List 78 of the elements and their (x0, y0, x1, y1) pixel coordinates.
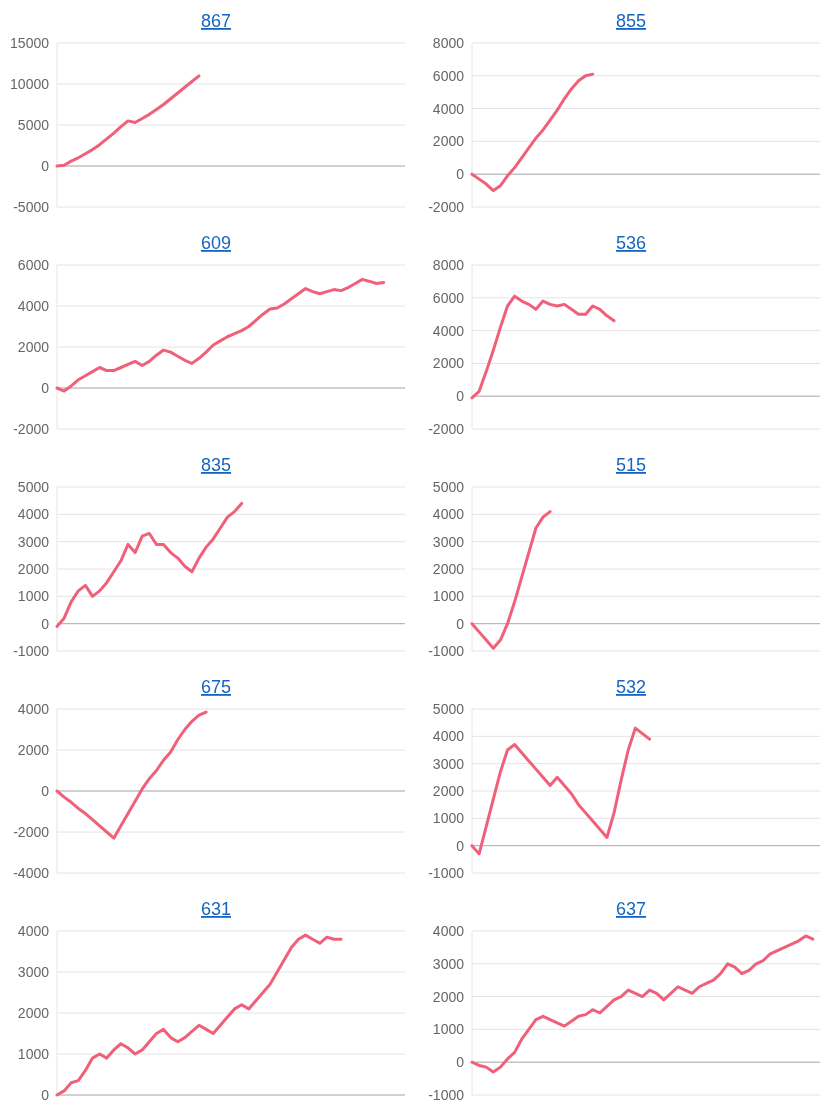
y-tick-label: -2000 (13, 823, 50, 840)
line-series (470, 934, 815, 1074)
y-tick-label: 2000 (432, 133, 465, 150)
y-tick-label: -1000 (428, 642, 465, 659)
chart-title: 515 (615, 455, 647, 475)
y-tick-label: 6000 (17, 256, 50, 273)
y-tick-label: 5000 (17, 116, 50, 133)
chart-title: 855 (615, 11, 647, 31)
y-tick-label: 4000 (432, 506, 465, 523)
y-tick-label: 6000 (432, 67, 465, 84)
y-tick-label: 2000 (432, 782, 465, 799)
y-tick-label: 2000 (432, 355, 465, 372)
chart-title: 609 (200, 233, 232, 253)
line-series (470, 510, 552, 650)
chart-title: 631 (200, 899, 232, 919)
line-series (470, 294, 616, 400)
y-tick-label: 8000 (432, 256, 465, 273)
y-tick-label: 0 (456, 166, 465, 183)
y-tick-label: 4000 (432, 100, 465, 117)
y-tick-label: 0 (41, 379, 50, 396)
y-tick-label: 3000 (17, 533, 50, 550)
y-tick-label: -2000 (428, 198, 465, 215)
y-tick-label: 15000 (10, 34, 50, 51)
y-tick-label: 4000 (17, 506, 50, 523)
line-series (55, 501, 244, 628)
y-tick-label: 4000 (432, 728, 465, 745)
line-series (55, 277, 386, 393)
chart-title: 536 (615, 233, 647, 253)
y-tick-label: 6000 (432, 289, 465, 306)
y-tick-label: 4000 (17, 700, 50, 717)
y-tick-label: 0 (456, 615, 465, 632)
y-tick-label: 2000 (432, 988, 465, 1005)
y-tick-label: 1000 (432, 810, 465, 827)
y-tick-label: 1000 (17, 1045, 50, 1062)
y-tick-label: 1000 (432, 588, 465, 605)
line-series (470, 72, 595, 193)
y-tick-label: 4000 (432, 922, 465, 939)
y-tick-label: -5000 (13, 198, 50, 215)
y-tick-label: -2000 (428, 420, 465, 437)
y-tick-label: 1000 (17, 588, 50, 605)
y-tick-label: -1000 (13, 642, 50, 659)
line-series (55, 710, 208, 840)
chart-title: 675 (200, 677, 232, 697)
y-tick-label: -1000 (428, 1086, 465, 1103)
y-tick-label: 4000 (432, 322, 465, 339)
chart-title: 867 (200, 11, 232, 31)
line-series (55, 74, 201, 168)
y-tick-label: -4000 (13, 864, 50, 881)
y-tick-label: 10000 (10, 75, 50, 92)
y-tick-label: 2000 (432, 560, 465, 577)
y-tick-label: -1000 (428, 864, 465, 881)
y-tick-label: 3000 (17, 963, 50, 980)
y-tick-label: 3000 (432, 533, 465, 550)
y-tick-label: 2000 (17, 1004, 50, 1021)
y-tick-label: 0 (456, 837, 465, 854)
y-tick-label: 8000 (432, 34, 465, 51)
y-tick-label: 0 (456, 1054, 465, 1071)
chart-title: 532 (615, 677, 647, 697)
line-series (470, 726, 652, 856)
y-tick-label: 3000 (432, 955, 465, 972)
y-tick-label: 5000 (17, 478, 50, 495)
y-tick-label: -2000 (13, 420, 50, 437)
y-tick-label: 0 (41, 157, 50, 174)
chart-title: 835 (200, 455, 232, 475)
y-tick-label: 0 (41, 615, 50, 632)
y-tick-label: 2000 (17, 560, 50, 577)
y-tick-label: 0 (41, 782, 50, 799)
y-tick-label: 5000 (432, 478, 465, 495)
y-tick-label: 4000 (17, 922, 50, 939)
y-tick-label: 3000 (432, 755, 465, 772)
y-tick-label: 2000 (17, 741, 50, 758)
y-tick-label: 2000 (17, 338, 50, 355)
chart-title: 637 (615, 899, 647, 919)
y-tick-label: 0 (456, 388, 465, 405)
y-tick-label: 5000 (432, 700, 465, 717)
y-tick-label: 4000 (17, 297, 50, 314)
y-tick-label: 0 (41, 1086, 50, 1103)
y-tick-label: 1000 (432, 1021, 465, 1038)
